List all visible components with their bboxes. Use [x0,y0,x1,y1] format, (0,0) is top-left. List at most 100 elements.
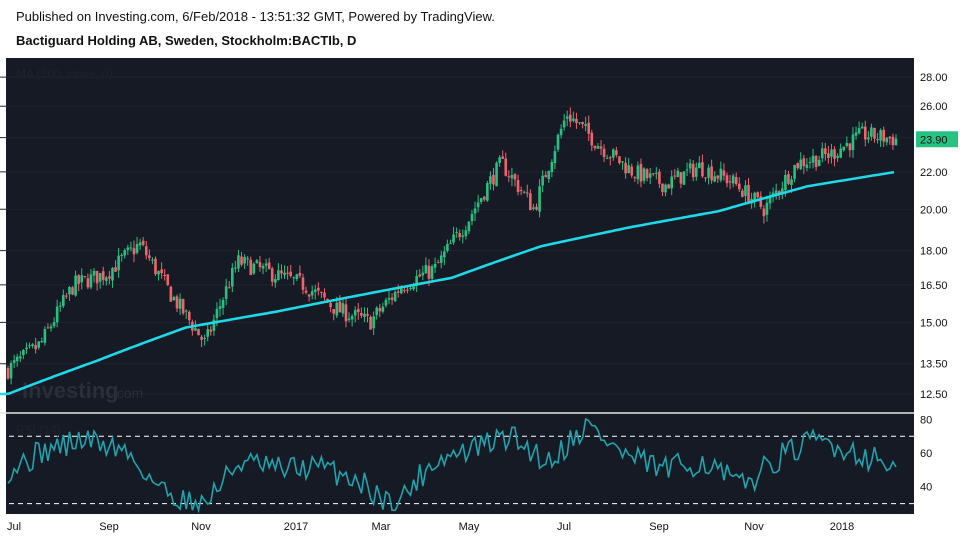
candle-body [249,259,253,275]
candle-body [144,246,148,256]
candle-body [406,289,409,291]
candle-body [679,172,683,184]
rsi-tick-label: 40 [920,482,932,494]
candle-body [568,114,572,122]
candle-body [375,307,379,316]
candle-body [369,316,372,330]
candle-body [848,143,852,151]
candle-body [808,161,812,163]
candle-body [612,149,615,158]
candle-body [618,156,621,163]
candle-body [126,247,130,251]
candle-body [464,230,468,237]
candle-body [734,177,738,185]
candle-body [55,306,59,323]
candle-body [572,118,575,121]
chart-area[interactable] [6,58,960,540]
ma-indicator-label: MA (200, close, 0) [16,67,113,81]
candle-body [323,292,326,298]
candle-body [307,294,311,297]
candle-body [845,142,849,146]
candle-body [590,132,594,146]
candle-body [553,151,557,164]
candle-body [246,258,249,260]
candle-body [436,262,440,264]
candle-body [212,319,216,331]
candle-body [787,174,790,184]
candle-body [283,272,286,275]
candle-body [479,198,483,202]
candle-body [725,175,729,184]
candle-body [206,329,210,337]
candle-body [25,347,28,350]
candle-body [627,165,630,174]
candle-body [280,270,283,274]
candle-body [495,162,498,187]
candle-body [547,170,551,179]
candle-body [774,190,778,194]
candle-body [15,356,19,362]
candle-body [713,176,717,182]
candle-body [52,322,56,327]
candle-body [455,231,458,233]
candle-body [178,298,182,309]
candle-body [790,179,793,186]
candle-body [114,267,117,272]
candle-body [74,275,77,296]
candle-body [446,244,449,251]
candle-body [504,158,508,176]
candle-body [347,318,351,320]
candle-body [46,327,50,329]
candle-body [658,171,661,184]
price-grid [0,76,914,395]
time-tick-label: Jul [7,521,21,533]
candle-body [92,270,96,276]
candle-body [498,157,501,163]
candle-body [381,306,385,312]
candle-body [581,122,584,125]
candle-body [633,177,637,179]
candle-body [722,170,726,176]
published-caption: Published on Investing.com, 6/Feb/2018 -… [16,9,495,24]
candle-body [870,127,873,137]
candle-body [6,367,10,379]
candle-body [891,136,895,146]
candle-body [240,256,243,265]
candle-body [645,169,649,179]
candle-body [98,273,102,282]
time-tick-label: Nov [191,521,211,533]
candle-body [793,164,796,179]
candle-body [670,176,673,189]
candle-body [777,191,781,193]
candle-body [237,255,240,269]
candle-body [529,193,532,211]
candle-body [522,191,526,193]
candle-body [221,299,225,308]
candle-body [332,308,336,314]
candle-body [443,251,446,258]
candle-body [270,268,274,282]
candle-body [655,172,658,174]
candle-body [673,175,677,177]
candle-body [550,162,554,172]
candle-body [12,360,16,363]
candle-body [292,277,296,279]
candle-body [501,156,504,159]
candle-body [301,277,305,290]
candle-body [857,128,861,134]
candle-body [578,122,581,124]
candle-body [820,148,824,159]
candle-body [805,164,809,168]
candle-body [289,271,292,277]
candle-body [105,277,108,282]
candle-body [873,127,876,139]
candle-body [400,288,403,294]
candle-body [796,163,799,169]
instrument-title: Bactiguard Holding AB, Sweden, Stockholm… [16,33,357,48]
candle-body [473,208,477,214]
candle-body [261,265,265,269]
candle-body [393,291,397,302]
candle-body [470,213,474,222]
candle-body [86,278,90,288]
